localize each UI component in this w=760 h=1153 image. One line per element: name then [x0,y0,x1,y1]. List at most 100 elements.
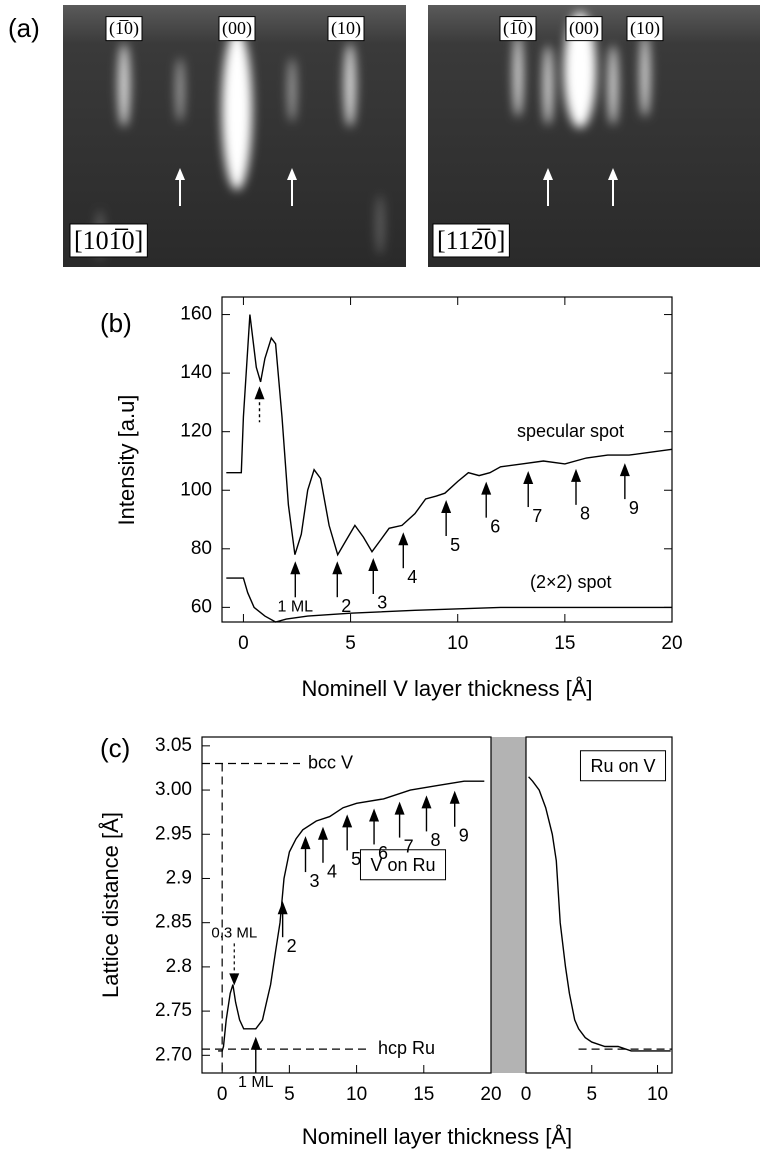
streak [344,43,356,127]
y-tick-label: 60 [191,596,212,617]
marker-head [421,795,432,809]
marker-label: 1 ML [277,599,313,616]
marker-label: 7 [404,836,414,856]
marker-head [250,1036,261,1050]
marker-label: 2 [341,596,351,616]
plot-frame [221,296,673,623]
arrow-head [608,168,618,180]
marker-head [394,801,405,815]
label-box [69,223,148,258]
data-line [226,314,673,557]
reference-label: bcc V [308,752,353,772]
marker-label: 6 [490,516,500,536]
marker-head [229,973,240,986]
label-box [432,223,510,258]
series-label: Ru on V [590,756,655,776]
x-tick-label: 0 [238,633,249,654]
x-tick-label: 5 [586,1084,597,1105]
marker-label: 8 [580,504,590,524]
marker-label: 3 [310,871,320,891]
marker-head [254,386,265,400]
streak [288,58,296,122]
marker-head [317,826,328,840]
marker-head [571,468,581,482]
x-tick-label: 0 [521,1084,532,1105]
marker-label: 5 [351,849,361,869]
marker-head [398,532,409,546]
y-tick-label: 2.8 [166,956,192,977]
y-tick-label: 2.9 [166,867,192,888]
marker-label: 8 [430,830,440,850]
x-axis-label: Nominell layer thickness [Å] [302,1124,572,1149]
y-tick-label: 140 [180,362,212,383]
panel-separator [491,737,526,1073]
spot-label: (1̅0) [109,18,139,39]
marker-head [441,500,452,513]
label-box [565,16,603,42]
x-tick-label: 15 [554,633,575,654]
marker-label: 3 [377,593,387,613]
label-box [579,750,667,782]
marker-label: 2 [287,936,297,956]
x-tick-label: 0 [217,1084,228,1105]
marker-label: 6 [378,843,388,863]
spot-label: (00) [222,18,252,39]
x-tick-label: 5 [345,633,356,654]
y-tick-label: 2.85 [155,912,192,933]
series-label: specular spot [517,421,624,441]
marker-label: 4 [327,862,337,882]
x-tick-label: 10 [647,1084,668,1105]
label-box [105,16,143,42]
series-label: V on Ru [370,855,435,875]
x-tick-label: 5 [284,1084,295,1105]
label-box [626,16,664,42]
y-tick-label: 2.95 [155,823,192,844]
streak [543,45,553,125]
x-axis-label: Nominell V layer thickness [Å] [302,676,593,701]
y-tick-label: 80 [191,538,212,559]
y-axis-label: Intensity [a.u] [114,395,139,526]
x-tick-label: 20 [661,633,682,654]
series-label: (2×2) spot [530,572,612,592]
data-line [218,780,485,1052]
marker-head [300,836,311,850]
marker-head [369,808,380,822]
label-box [359,849,447,881]
reference-label: hcp Ru [378,1038,435,1058]
y-tick-label: 120 [180,421,212,442]
marker-label: 9 [459,826,469,846]
direction-label: [101̅0] [74,226,143,255]
y-tick-label: 3.05 [155,735,192,756]
streak [513,33,523,117]
arrow-head [287,168,297,180]
y-tick-label: 2.70 [155,1044,192,1065]
data-line [528,776,671,1052]
marker-head [523,471,534,485]
marker-head [481,481,492,495]
y-axis-label: Lattice distance [Å] [98,812,123,998]
streak [640,33,650,117]
panel-label: (b) [100,308,132,338]
streak [376,195,384,255]
marker-label: 4 [407,567,417,587]
streak [222,30,252,190]
label-box [499,16,537,42]
x-tick-label: 15 [413,1084,434,1105]
marker-label: 0.3 ML [211,924,257,941]
x-tick-label: 10 [447,633,468,654]
label-box [327,16,365,42]
marker-label: 5 [450,535,460,555]
plot-frame [525,736,673,1074]
rheed-annotations: (1̅0) (00) (10) [101̅0] (1̅0) (00) (10) [112̅0] [69,16,664,258]
marker-label: 1 ML [238,1074,274,1091]
panel-label: (a) [8,13,40,43]
marker-head [619,463,630,477]
label-box [218,16,256,42]
panel-label: (c) [100,733,130,763]
streak [118,43,130,127]
data-line [226,577,672,623]
marker-label: 7 [532,506,542,526]
y-tick-label: 2.75 [155,1000,192,1021]
marker-head [277,901,288,915]
